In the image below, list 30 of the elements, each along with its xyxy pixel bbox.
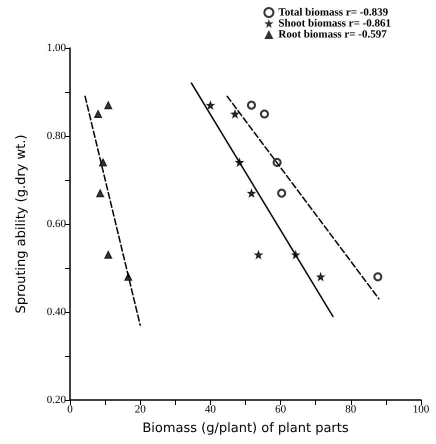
point [104, 250, 112, 259]
legend-label: Total biomass r= -0.839 [278, 6, 389, 18]
x-tick-label: 20 [134, 404, 146, 416]
x-tick-label: 60 [275, 404, 287, 416]
y-tick-label: 0.60 [46, 218, 66, 230]
point [246, 100, 256, 110]
point [247, 189, 256, 198]
point [316, 272, 325, 281]
y-tick-label: 0.40 [46, 306, 66, 318]
point [230, 110, 239, 118]
point [98, 158, 107, 166]
point [254, 250, 262, 259]
x-axis-title: Biomass (g/plant) of plant parts [142, 421, 349, 436]
x-tick-label: 0 [67, 404, 74, 416]
y-axis-title: Sprouting ability (g.dry wt.) [14, 134, 29, 314]
legend-label: Root biomass r= -0.597 [278, 28, 388, 40]
y-tick-label: 1.00 [46, 42, 66, 54]
point [206, 101, 214, 110]
point [277, 188, 286, 198]
point [94, 110, 102, 118]
point [96, 189, 104, 198]
y-tick-label: 0.20 [46, 394, 66, 406]
y-tick-label: 0.80 [46, 130, 66, 142]
x-tick-label: 80 [345, 404, 357, 416]
x-tick-label: 100 [412, 404, 430, 416]
point [104, 101, 112, 110]
point [373, 272, 382, 282]
legend-label: Shoot biomass r= -0.861 [278, 18, 392, 30]
point [260, 110, 269, 118]
x-tick-label: 40 [204, 404, 216, 416]
